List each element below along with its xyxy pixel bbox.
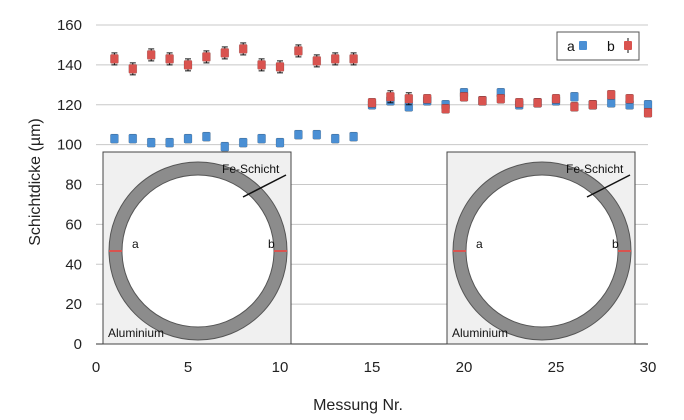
x-tick-label: 30 bbox=[640, 359, 657, 376]
x-tick-label: 25 bbox=[548, 359, 565, 376]
y-tick-label: 160 bbox=[57, 17, 82, 34]
aluminium-core bbox=[121, 174, 275, 328]
data-point-b bbox=[294, 46, 303, 56]
data-point-a bbox=[146, 137, 156, 148]
y-tick-label: 60 bbox=[65, 216, 82, 233]
y-tick-label: 100 bbox=[57, 137, 82, 154]
data-point-b bbox=[570, 101, 579, 112]
fe-layer-pointer bbox=[586, 174, 631, 198]
data-point-a bbox=[165, 137, 174, 148]
y-tick-label: 120 bbox=[57, 97, 82, 114]
data-point-b bbox=[202, 52, 211, 62]
y-tick-labels: 0 20 40 60 80 100 120 140 160 bbox=[57, 17, 82, 353]
data-point-a bbox=[257, 133, 266, 144]
fe-layer-label: Fe-Schicht bbox=[222, 162, 280, 176]
data-point-b bbox=[496, 94, 506, 104]
data-point-a bbox=[330, 133, 340, 144]
data-point-b bbox=[404, 94, 414, 104]
data-point-b bbox=[238, 44, 248, 54]
data-point-b bbox=[220, 48, 230, 58]
substrate-label: Aluminium bbox=[108, 326, 164, 340]
data-point-b bbox=[367, 98, 377, 108]
fe-layer-pointer bbox=[242, 174, 287, 198]
y-tick-label: 40 bbox=[65, 256, 82, 273]
x-tick-label: 5 bbox=[184, 359, 192, 376]
data-point-b bbox=[514, 98, 524, 108]
point-b-label: b bbox=[268, 237, 275, 251]
legend-marker-a bbox=[579, 41, 587, 50]
legend-label-a: a bbox=[567, 38, 575, 54]
data-point-a bbox=[349, 131, 358, 142]
x-tick-labels: 0 5 10 15 20 25 30 bbox=[92, 359, 657, 376]
x-axis-label: Messung Nr. bbox=[313, 397, 403, 414]
y-tick-label: 140 bbox=[57, 57, 82, 74]
data-point-b bbox=[128, 64, 138, 74]
x-tick-label: 15 bbox=[364, 359, 381, 376]
data-point-a bbox=[275, 137, 285, 148]
x-tick-label: 0 bbox=[92, 359, 100, 376]
substrate-label: Aluminium bbox=[452, 326, 508, 340]
data-point-b bbox=[110, 54, 119, 64]
y-tick-label: 80 bbox=[65, 177, 82, 194]
data-point-a bbox=[643, 100, 653, 110]
data-point-b bbox=[275, 62, 285, 72]
legend-label-b: b bbox=[607, 38, 615, 54]
data-point-a bbox=[202, 131, 211, 142]
point-a-label: a bbox=[476, 237, 483, 251]
legend-marker-b bbox=[624, 41, 632, 50]
data-point-b bbox=[386, 92, 395, 102]
data-point-b bbox=[422, 94, 432, 104]
data-point-b bbox=[588, 100, 598, 110]
aluminium-core bbox=[465, 174, 619, 328]
data-point-b bbox=[625, 94, 634, 104]
data-points bbox=[110, 42, 653, 152]
data-point-b bbox=[533, 98, 542, 108]
data-point-b bbox=[146, 50, 156, 60]
inset-diagram-left: a b Fe-Schicht Aluminium bbox=[102, 151, 292, 345]
data-point-b bbox=[606, 90, 616, 100]
y-tick-label: 0 bbox=[74, 336, 82, 353]
data-point-a bbox=[110, 133, 119, 144]
data-point-a bbox=[183, 133, 193, 144]
data-point-b bbox=[312, 56, 322, 66]
inset-diagram-right: a b Fe-Schicht Aluminium bbox=[446, 151, 636, 345]
data-point-b bbox=[349, 54, 358, 64]
data-point-b bbox=[441, 103, 450, 114]
data-point-a bbox=[238, 137, 248, 148]
data-point-b bbox=[459, 92, 469, 102]
data-point-a bbox=[220, 141, 230, 152]
data-point-b bbox=[183, 60, 193, 70]
data-point-b bbox=[643, 107, 653, 118]
data-point-a bbox=[606, 98, 616, 108]
y-tick-label: 20 bbox=[65, 296, 82, 313]
fe-layer-label: Fe-Schicht bbox=[566, 162, 624, 176]
data-point-a bbox=[294, 129, 303, 140]
data-point-a bbox=[128, 133, 138, 144]
data-point-b bbox=[330, 54, 340, 64]
data-point-b bbox=[478, 96, 487, 106]
x-tick-label: 10 bbox=[272, 359, 289, 376]
y-axis-label: Schichtdicke (µm) bbox=[27, 118, 44, 245]
legend: a b bbox=[556, 31, 640, 61]
data-point-a bbox=[570, 92, 579, 102]
x-tick-label: 20 bbox=[456, 359, 473, 376]
data-point-b bbox=[551, 94, 561, 104]
data-point-b bbox=[257, 60, 266, 70]
data-point-a bbox=[312, 129, 322, 140]
point-a-label: a bbox=[132, 237, 139, 251]
data-point-b bbox=[165, 54, 174, 64]
point-b-label: b bbox=[612, 237, 619, 251]
